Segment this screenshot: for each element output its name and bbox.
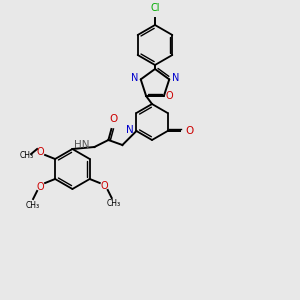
Text: O: O [36,182,44,192]
Text: CH₃: CH₃ [20,151,34,160]
Text: HN: HN [74,140,89,150]
Text: N: N [131,74,138,83]
Text: CH₃: CH₃ [26,200,40,209]
Text: O: O [36,147,44,157]
Text: O: O [101,181,109,191]
Text: N: N [172,74,179,83]
Text: O: O [186,126,194,136]
Text: O: O [109,114,118,124]
Text: Cl: Cl [150,3,160,13]
Text: O: O [165,91,172,101]
Text: N: N [125,125,133,135]
Text: CH₃: CH₃ [107,199,121,208]
